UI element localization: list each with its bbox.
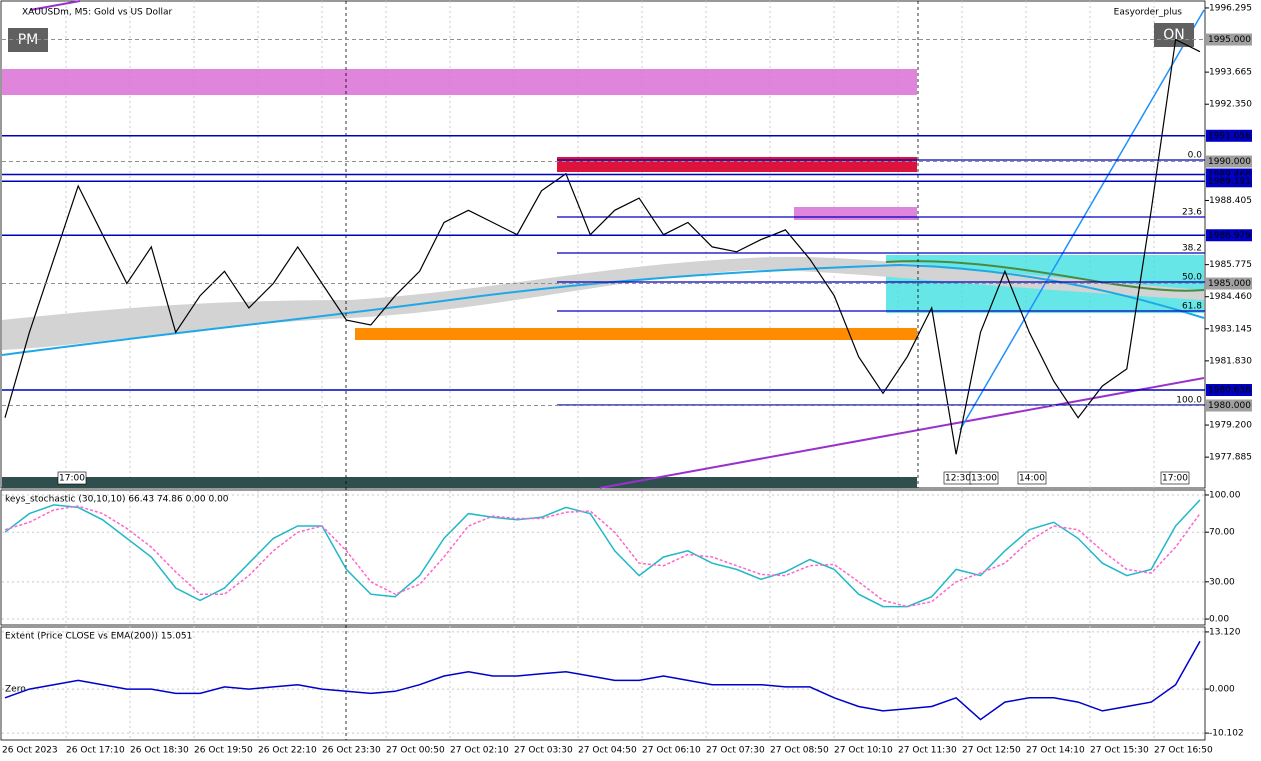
pm-button[interactable]: [8, 28, 48, 52]
level-label: 1989.468: [1208, 170, 1251, 180]
y-tick-label: 1985.775: [1209, 260, 1252, 270]
trend-line: [29, 0, 81, 11]
time-marker: 17:00: [1162, 474, 1188, 484]
time-label: 27 Oct 12:50: [962, 746, 1021, 756]
fib-label: 61.8: [1182, 302, 1202, 312]
y-tick-label: 1988.405: [1209, 196, 1252, 206]
stochastic-panel: [0, 489, 1206, 626]
grid: [2, 1, 1205, 740]
demand-zone: [355, 328, 917, 340]
time-label: 27 Oct 16:50: [1154, 746, 1213, 756]
supply-zone: [2, 69, 917, 95]
time-label: 27 Oct 08:50: [770, 746, 829, 756]
time-label: 27 Oct 02:10: [450, 746, 509, 756]
zone: [557, 157, 917, 172]
level-label: 1986.979: [1208, 231, 1251, 241]
time-marker-box: [969, 471, 999, 485]
level-label: 1985.000: [1208, 279, 1251, 289]
y-tick-label: 30.00: [1209, 577, 1235, 587]
time-label: 27 Oct 15:30: [1090, 746, 1149, 756]
time-label: 26 Oct 2023: [2, 746, 58, 756]
time-marker: 12:30: [945, 474, 971, 484]
time-label: 27 Oct 00:50: [386, 746, 445, 756]
level-box: [1206, 384, 1252, 397]
symbol-title: XAUUSDm, M5: Gold vs US Dollar: [22, 8, 173, 18]
y-tick-label: 1993.665: [1209, 68, 1252, 78]
level-box: [1206, 399, 1252, 412]
fib-label: 100.0: [1176, 396, 1202, 406]
time-marker-box: [1017, 471, 1047, 485]
y-tick-label: 13.120: [1209, 627, 1241, 637]
time-label: 27 Oct 07:30: [706, 746, 765, 756]
series-line: [4, 505, 1201, 608]
series-line: [4, 38, 1201, 455]
time-label: 26 Oct 18:30: [130, 746, 189, 756]
fib-label: 38.2: [1182, 244, 1202, 254]
session-bar: [2, 477, 917, 488]
level-label: 1991.056: [1208, 131, 1251, 141]
moving-average: [885, 260, 1205, 292]
extent-panel: [0, 626, 1206, 741]
fibonacci: 0.0 23.6 38.2 50.0 61.8 100.0: [557, 151, 1205, 406]
panel-title: Extent (Price CLOSE vs EMA(200)) 15.051: [5, 632, 192, 642]
expert-name: Easyorder_plus: [1114, 8, 1183, 18]
y-tick-label: 100.00: [1209, 490, 1241, 500]
level-box: [1206, 129, 1252, 142]
level-label: 1980.000: [1208, 401, 1251, 411]
y-tick-label: 1996.295: [1209, 3, 1252, 13]
y-tick-label: 1981.830: [1209, 356, 1252, 366]
zero-label: Zero: [5, 685, 26, 695]
trend-line: [599, 377, 1205, 489]
fib-label: 23.6: [1182, 208, 1202, 218]
time-label: 26 Oct 17:10: [66, 746, 125, 756]
level-label: 1980.636: [1208, 386, 1251, 396]
level-box: [1206, 277, 1252, 290]
time-label: 27 Oct 11:30: [898, 746, 957, 756]
level-box: [1206, 175, 1252, 188]
level-label: 1995.000: [1208, 35, 1251, 45]
on-label[interactable]: ON: [1163, 27, 1185, 43]
time-label: 26 Oct 22:10: [258, 746, 317, 756]
time-label: 27 Oct 10:10: [834, 746, 893, 756]
level-box: [1206, 155, 1252, 168]
y-tick-label: 1983.145: [1209, 324, 1252, 334]
panel-title: keys_stochastic (30,10,10) 66.43 74.86 0…: [5, 495, 229, 505]
y-tick-label: -10.102: [1209, 729, 1244, 739]
zone: [794, 207, 917, 220]
y-tick-label: 1992.350: [1209, 100, 1252, 110]
y-tick-label: 0.00: [1209, 615, 1229, 625]
series-line: [4, 499, 1201, 608]
pm-label[interactable]: PM: [18, 32, 39, 48]
time-marker-box: [1160, 471, 1190, 485]
time-marker: 17:00: [59, 474, 85, 484]
time-label: 26 Oct 19:50: [194, 746, 253, 756]
y-tick-label: 0.000: [1209, 685, 1235, 695]
time-label: 27 Oct 06:10: [642, 746, 701, 756]
level-label: 1989.191: [1208, 177, 1251, 187]
time-label: 27 Oct 04:50: [578, 746, 637, 756]
level-box: [1206, 229, 1252, 242]
y-tick-label: 1984.460: [1209, 292, 1252, 302]
time-label: 26 Oct 23:30: [322, 746, 381, 756]
on-button[interactable]: [1154, 23, 1194, 47]
y-tick-label: 70.00: [1209, 528, 1235, 538]
moving-average: [1, 263, 1205, 356]
y-tick-label: 1977.885: [1209, 453, 1252, 463]
level-label: 1990.000: [1208, 157, 1251, 167]
time-marker-box: [57, 471, 87, 485]
y-tick-label: 1979.200: [1209, 421, 1252, 431]
series-line: [4, 640, 1201, 721]
time-label: 27 Oct 14:10: [1026, 746, 1085, 756]
fib-label: 50.0: [1182, 273, 1202, 283]
ma-band: [2, 256, 1204, 350]
time-marker: 14:00: [1019, 474, 1045, 484]
time-label: 27 Oct 03:30: [514, 746, 573, 756]
level-box: [1206, 33, 1252, 46]
trend-line: [959, 9, 1205, 431]
time-marker: 13:00: [971, 474, 997, 484]
fib-label: 0.0: [1188, 151, 1203, 161]
